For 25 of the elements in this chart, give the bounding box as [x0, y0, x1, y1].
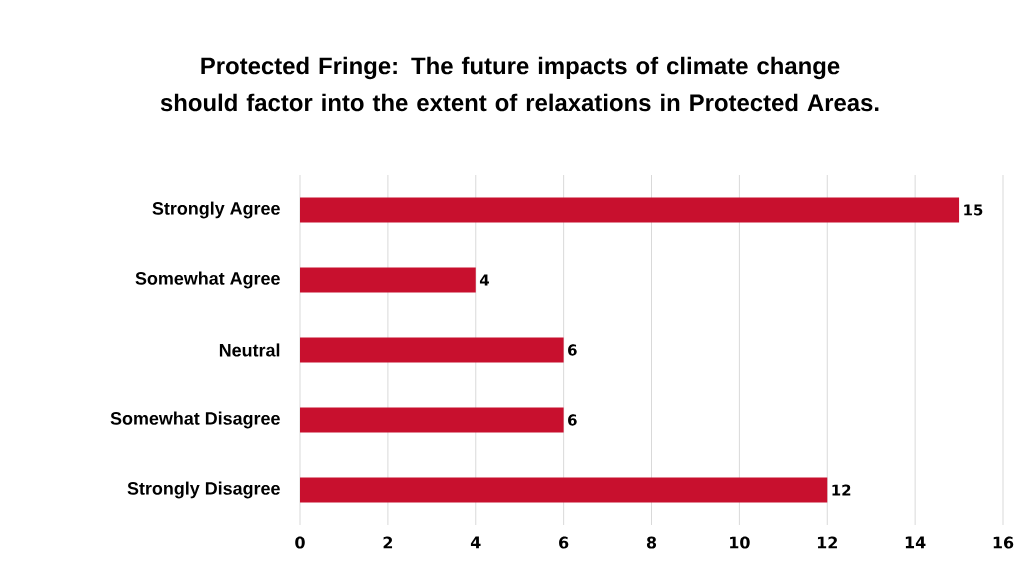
- x-tick-label: 14: [905, 536, 926, 549]
- x-tick-label: 16: [993, 536, 1014, 549]
- y-tick-label: Strongly Disagree: [127, 481, 280, 499]
- x-tick-label: 0: [295, 536, 305, 549]
- y-tick-label: Somewhat Agree: [135, 271, 280, 289]
- y-tick-label: Strongly Agree: [152, 201, 280, 219]
- bar: [300, 407, 564, 433]
- x-tick-label: 2: [383, 536, 393, 549]
- bar: [300, 477, 828, 503]
- data-label: 6: [568, 414, 577, 426]
- data-label: 12: [832, 484, 851, 496]
- bar: [300, 197, 960, 223]
- bar: [300, 267, 476, 293]
- x-tick-label: 6: [559, 536, 569, 549]
- y-tick-label: Neutral: [219, 343, 280, 357]
- x-tick-label: 10: [730, 536, 750, 549]
- data-label: 15: [964, 204, 983, 216]
- data-label: 6: [568, 344, 577, 356]
- chart-title: Protected Fringe: The future impacts of climate change should factor into the extent of relaxations in Protected Areas.: [160, 56, 879, 112]
- data-label: 4: [479, 274, 489, 286]
- x-tick-label: 4: [470, 536, 481, 549]
- x-tick-label: 8: [646, 536, 657, 549]
- x-tick-label: 12: [817, 536, 837, 549]
- bar: [300, 337, 564, 363]
- y-tick-label: Somewhat Disagree: [110, 411, 280, 429]
